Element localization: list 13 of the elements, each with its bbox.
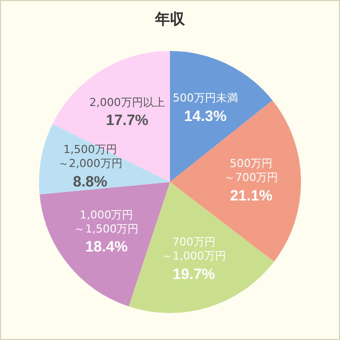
slice-label: 500万円未満 [172,92,238,105]
data-label: 18.4% [85,238,128,256]
data-label: 21.1% [230,187,272,204]
slice-label: 2,000万円以上 [89,96,165,109]
data-label: 14.3% [184,108,227,125]
chart-title: 年収 [154,10,186,28]
slice-label: 500万円～700万円 [224,157,278,184]
slice-label: 1,000万円～1,500万円 [74,208,139,236]
slice-label: 1,500万円～2,000万円 [58,143,122,170]
slice-label: 700万円～1,000万円 [162,235,226,262]
data-label: 8.8% [73,173,108,190]
data-label: 17.7% [106,112,148,130]
data-label: 19.7% [172,266,216,283]
